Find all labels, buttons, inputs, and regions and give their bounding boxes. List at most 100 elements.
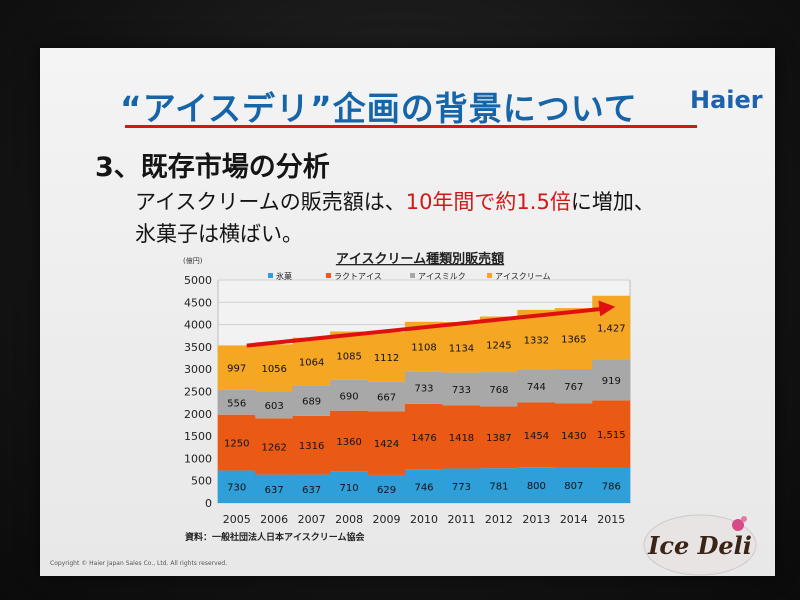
bar-segment (367, 411, 406, 475)
body-line-1-post: に増加、 (570, 190, 655, 214)
bar-segment (292, 385, 331, 416)
data-label: 1056 (261, 364, 286, 375)
data-label: 637 (302, 485, 321, 496)
bar-segment (554, 467, 593, 503)
bar-segment (517, 309, 556, 370)
bar-segment (217, 470, 256, 503)
bar-segment (255, 391, 294, 419)
data-label: 919 (602, 376, 621, 387)
data-label: 637 (265, 485, 284, 496)
legend-swatch-3 (487, 273, 492, 278)
data-label: 733 (414, 384, 433, 395)
y-tick-label: 1500 (184, 430, 212, 443)
logo-text: Ice Deli (647, 531, 752, 560)
data-label: 997 (227, 364, 246, 375)
bar-segment (367, 381, 406, 412)
data-label: 733 (452, 385, 471, 396)
data-label: 1316 (299, 441, 324, 452)
bar-segment (592, 359, 631, 401)
data-label: 1430 (561, 431, 586, 442)
data-label: 768 (489, 385, 508, 396)
bar-segment (367, 474, 406, 503)
bar-segment (217, 414, 256, 471)
bar-segment (330, 471, 369, 503)
data-label: 1332 (524, 336, 549, 347)
x-tick-label: 2006 (260, 513, 288, 526)
x-tick-label: 2005 (223, 513, 251, 526)
data-label: 781 (489, 482, 508, 493)
ice-deli-logo: Ice Deli (643, 514, 757, 576)
bar-segment (330, 331, 369, 380)
bar-segment (292, 337, 331, 386)
data-label: 1064 (299, 357, 324, 368)
legend-label: アイスクリーム (495, 272, 551, 281)
body-line-2: 氷菓子は横ばい。 (135, 222, 303, 246)
bar-segment (442, 405, 481, 469)
data-label: 1387 (486, 433, 511, 444)
x-tick-label: 2013 (522, 513, 550, 526)
trend-arrow-line (246, 306, 604, 348)
body-line-1-pre: アイスクリームの販売額は、 (135, 190, 406, 214)
legend-label: ラクトアイス (334, 272, 382, 281)
data-label: 1454 (524, 431, 549, 442)
y-tick-label: 2500 (184, 386, 212, 399)
data-label: 767 (564, 382, 583, 393)
x-tick-label: 2015 (597, 513, 625, 526)
bar-segment (255, 344, 294, 392)
data-label: 1424 (374, 439, 399, 450)
y-unit-label: (億円) (183, 256, 203, 265)
y-tick-label: 500 (191, 475, 212, 488)
bar-segment (217, 389, 256, 415)
bar-segment (330, 410, 369, 472)
data-label: 1250 (224, 439, 249, 450)
x-tick-label: 2008 (335, 513, 363, 526)
body-line-1-highlight: 10年間で約1.5倍 (405, 190, 571, 214)
y-tick-label: 5000 (184, 274, 212, 287)
data-label: 1262 (261, 442, 286, 453)
bar-segment (592, 467, 631, 503)
source-note: 資料：一般社団法人日本アイスクリーム協会 (185, 531, 365, 543)
data-label: 1476 (411, 433, 436, 444)
data-label: 690 (340, 391, 359, 402)
body-line-1: アイスクリームの販売額は、10年間で約1.5倍に増加、 (135, 186, 655, 216)
bar-segment (255, 418, 294, 475)
data-label: 786 (602, 481, 621, 492)
bar-segment (442, 468, 481, 503)
section-heading: 3、既存市場の分析 (95, 152, 330, 183)
y-tick-label: 2000 (184, 408, 212, 421)
y-tick-label: 3500 (184, 341, 212, 354)
legend-swatch-2 (410, 273, 415, 278)
data-label: 1,515 (597, 430, 626, 441)
data-label: 667 (377, 393, 396, 404)
bar-segment (517, 467, 556, 503)
bar-segment (517, 369, 556, 403)
bar-segment (292, 415, 331, 475)
x-tick-label: 2007 (298, 513, 326, 526)
x-tick-label: 2011 (447, 513, 475, 526)
data-label: 730 (227, 483, 246, 494)
bar-segment (554, 403, 593, 468)
x-tick-label: 2012 (485, 513, 513, 526)
data-label: 1108 (411, 342, 436, 353)
data-label: 1134 (449, 343, 474, 354)
bar-segment (479, 406, 518, 469)
brand-logo: Haier (690, 86, 763, 114)
bar-segment (292, 474, 331, 503)
data-label: 1360 (336, 437, 361, 448)
data-label: 629 (377, 485, 396, 496)
data-label: 1112 (374, 353, 399, 364)
data-label: 773 (452, 482, 471, 493)
x-tick-label: 2009 (373, 513, 401, 526)
y-tick-label: 3000 (184, 363, 212, 376)
slide-title: “アイスデリ”企画の背景について (120, 89, 638, 128)
y-tick-label: 0 (205, 497, 212, 510)
bar-segment (517, 402, 556, 468)
bar-segment (405, 469, 443, 503)
y-tick-label: 4500 (184, 296, 212, 309)
bar-segment (479, 468, 518, 503)
title-underline (125, 125, 697, 128)
y-tick-label: 4000 (184, 319, 212, 332)
data-label: 1418 (449, 433, 474, 444)
legend-swatch-0 (268, 273, 273, 278)
